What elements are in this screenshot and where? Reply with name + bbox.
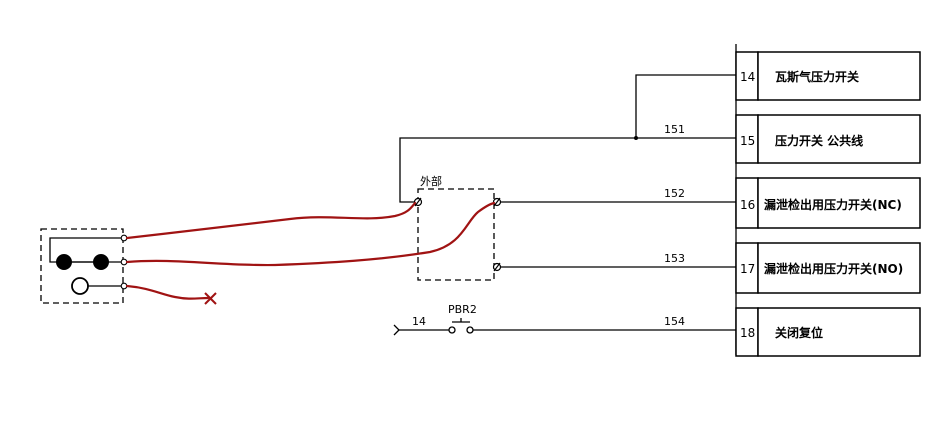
wire-label-154: 154 xyxy=(664,315,685,328)
terminal-description-box xyxy=(757,242,921,294)
wire-151 xyxy=(399,137,736,203)
wire-arrow xyxy=(393,324,400,336)
pushbutton-contact-left xyxy=(448,326,456,334)
terminal-number: 18 xyxy=(740,326,755,340)
red-wire-lower xyxy=(125,201,496,267)
terminal-number: 17 xyxy=(740,262,755,276)
contact-open xyxy=(71,277,89,295)
terminal-block: 14 瓦斯气压力开关 15 压力开关 公共线 16 漏泄检出用压力开关(NC) … xyxy=(735,44,921,357)
contact-filled-right xyxy=(93,254,109,270)
red-wire-upper xyxy=(125,201,417,240)
terminal-description: 漏泄检出用压力开关(NC) xyxy=(764,197,902,212)
terminal-row-14: 14 瓦斯气压力开关 xyxy=(735,51,921,101)
red-wire-cut xyxy=(125,284,210,300)
terminal-row-18: 18 关闭复位 xyxy=(735,307,921,357)
external-label: 外部 xyxy=(420,174,442,188)
wire-to-terminal-14 xyxy=(635,74,736,138)
terminal-number: 15 xyxy=(740,134,755,148)
wire-label-153: 153 xyxy=(664,252,685,265)
terminal-description: 瓦斯气压力开关 xyxy=(775,69,859,84)
terminal-row-16: 16 漏泄检出用压力开关(NC) xyxy=(735,177,921,229)
terminal-row-15: 15 压力开关 公共线 xyxy=(735,114,921,164)
wire-label-151: 151 xyxy=(664,123,685,136)
wire-154: 14 PBR2 154 xyxy=(393,303,736,336)
black-wiring: 151 152 153 14 PBR2 154 xyxy=(393,74,736,336)
terminal-description-box xyxy=(757,177,921,229)
screw-terminal xyxy=(413,197,423,207)
pressure-switch-device xyxy=(40,228,128,304)
screw-terminal xyxy=(492,262,502,272)
pushbutton-label: PBR2 xyxy=(448,303,477,316)
external-dashed-box xyxy=(417,188,495,281)
pushbutton-contact-right xyxy=(466,326,474,334)
terminal-description-box xyxy=(757,51,921,101)
contact-filled-left xyxy=(56,254,72,270)
device-dashed-box xyxy=(40,228,124,304)
terminal-number: 16 xyxy=(740,198,755,212)
screw-terminal xyxy=(492,197,502,207)
terminal-number: 14 xyxy=(740,70,755,84)
cut-mark-icon xyxy=(204,292,217,305)
terminal-description-box xyxy=(757,114,921,164)
wire-label-14-left: 14 xyxy=(412,315,426,328)
terminal-row-17: 17 漏泄检出用压力开关(NO) xyxy=(735,242,921,294)
terminal-description: 压力开关 公共线 xyxy=(775,133,863,148)
wire-label-152: 152 xyxy=(664,187,685,200)
external-terminal-box: 外部 xyxy=(413,174,502,281)
red-wiring xyxy=(125,201,496,305)
terminal-description-box xyxy=(757,307,921,357)
terminal-description: 漏泄检出用压力开关(NO) xyxy=(764,261,903,276)
terminal-description: 关闭复位 xyxy=(775,325,823,340)
